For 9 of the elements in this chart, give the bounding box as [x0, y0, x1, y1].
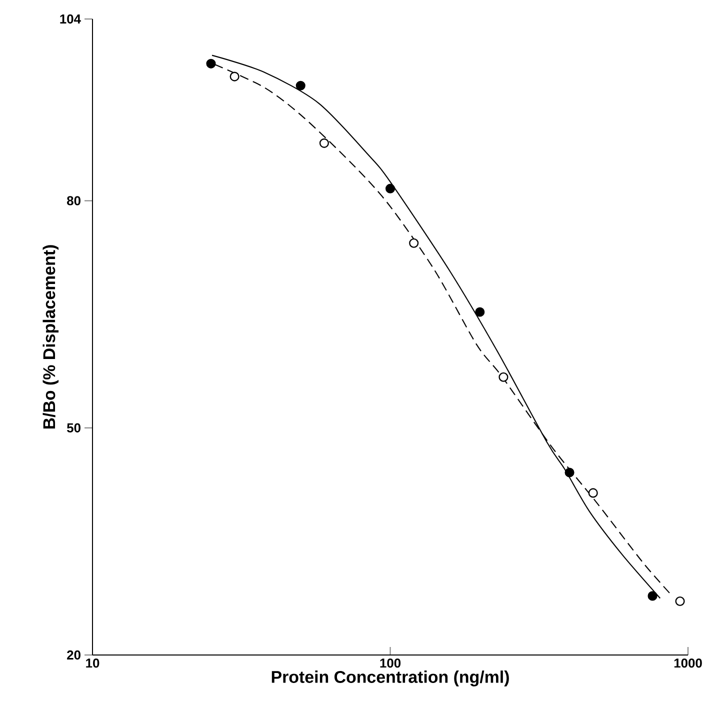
- x-tick-label: 10: [86, 658, 100, 668]
- y-tick-label: 80: [67, 196, 80, 206]
- y-tick-label: 50: [67, 423, 80, 432]
- y-tick-label: 20: [67, 650, 80, 660]
- x-tick-label: 1000: [674, 658, 702, 668]
- y-tick-label: 104: [60, 14, 81, 24]
- y-axis-title: B/Bo (% Displacement): [42, 245, 59, 429]
- x-tick-label: 100: [380, 658, 401, 668]
- x-axis-title: Protein Concentration (ng/ml): [272, 670, 509, 686]
